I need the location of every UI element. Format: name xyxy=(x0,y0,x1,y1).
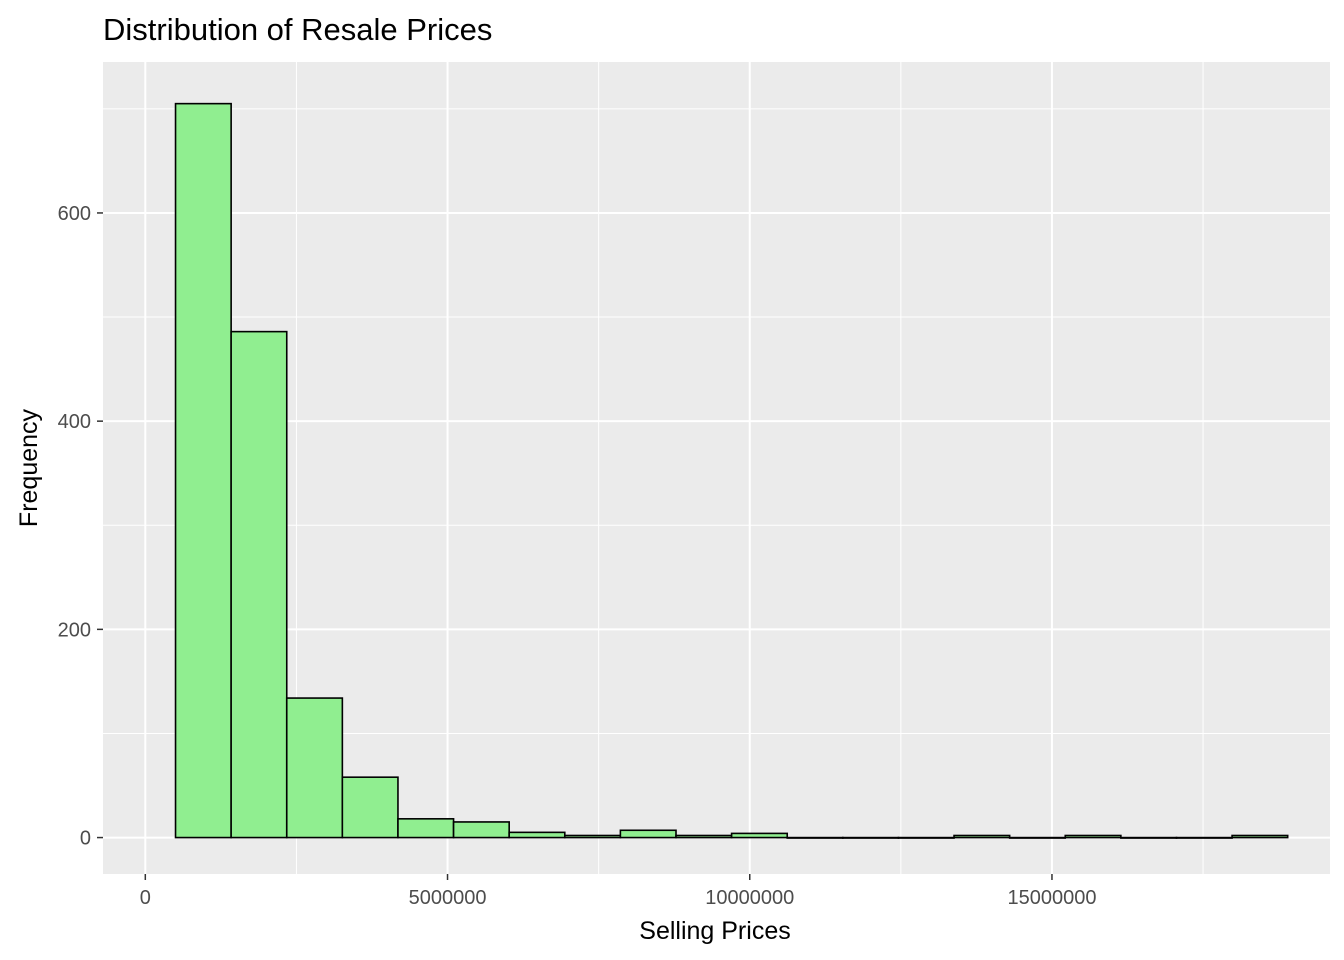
histogram-bar xyxy=(397,818,455,839)
histogram-bar xyxy=(619,829,677,839)
histogram-bar xyxy=(842,836,900,839)
x-axis: 0 5000000 10000000 15000000 xyxy=(140,874,1096,909)
grid-minor xyxy=(103,62,1330,874)
histogram-bar xyxy=(953,834,1011,839)
histogram-bar xyxy=(230,330,288,839)
histogram-bar xyxy=(174,102,232,839)
histogram-bar xyxy=(730,832,789,839)
y-axis-title: Frequency xyxy=(15,408,43,527)
x-tick-label: 10000000 xyxy=(705,887,794,909)
histogram-bar xyxy=(285,697,344,839)
x-tick-label: 0 xyxy=(140,887,151,909)
y-axis: 0 200 400 600 xyxy=(58,203,103,850)
y-tick-label: 400 xyxy=(58,411,91,433)
histogram-bar xyxy=(508,831,566,839)
histogram-bar xyxy=(1120,836,1178,839)
grid-major xyxy=(103,62,1330,874)
histogram-bar xyxy=(341,776,399,839)
histogram-bar xyxy=(897,836,955,839)
chart-title: Distribution of Resale Prices xyxy=(103,12,492,47)
y-tick-label: 200 xyxy=(58,619,91,641)
histogram-bar xyxy=(1175,836,1233,839)
histogram-bar xyxy=(675,834,733,839)
histogram-bar xyxy=(1231,834,1289,839)
histogram-bar xyxy=(1064,834,1122,839)
x-tick-label: 5000000 xyxy=(409,887,487,909)
histogram-bar xyxy=(452,821,510,839)
histogram-bar xyxy=(563,834,622,839)
y-tick-label: 0 xyxy=(80,828,91,850)
histogram-bar xyxy=(1008,836,1067,839)
histogram-bar xyxy=(786,836,844,839)
x-axis-title: Selling Prices xyxy=(639,917,790,945)
y-tick-label: 600 xyxy=(58,203,91,225)
x-tick-label: 15000000 xyxy=(1007,887,1096,909)
histogram-bars xyxy=(174,102,1289,839)
